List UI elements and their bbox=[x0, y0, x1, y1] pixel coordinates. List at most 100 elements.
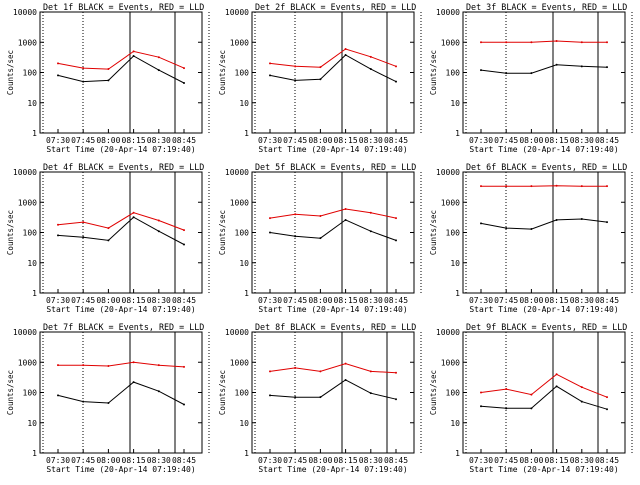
y-tick-label: 1000 bbox=[230, 38, 249, 47]
plot-frame bbox=[40, 172, 202, 293]
x-tick-label: 08:30 bbox=[147, 296, 171, 305]
series-point bbox=[158, 230, 160, 232]
x-tick-label: 08:00 bbox=[519, 136, 543, 145]
x-tick-label: 08:00 bbox=[308, 136, 332, 145]
y-tick-label: 10000 bbox=[436, 168, 460, 177]
series-point bbox=[133, 212, 135, 214]
series-point bbox=[82, 236, 84, 238]
series-point bbox=[556, 185, 558, 187]
chart-title: Det 4f BLACK = Events, RED = LLD bbox=[43, 162, 204, 172]
series-point bbox=[370, 56, 372, 58]
series-point bbox=[57, 394, 59, 396]
series-point bbox=[395, 239, 397, 241]
series-point bbox=[606, 396, 608, 398]
series-point bbox=[319, 66, 321, 68]
series-point bbox=[319, 215, 321, 217]
x-tick-label: 07:30 bbox=[46, 456, 70, 465]
chart-panel-4: Det 4f BLACK = Events, RED = LLD11010010… bbox=[6, 162, 209, 314]
x-axis-label: Start Time (20-Apr-14 07:19:40) bbox=[46, 305, 195, 314]
series-point bbox=[581, 185, 583, 187]
y-axis-label: Counts/sec bbox=[429, 50, 438, 95]
chart-panel-1: Det 1f BLACK = Events, RED = LLD11010010… bbox=[6, 2, 209, 154]
series-point bbox=[556, 385, 558, 387]
x-tick-label: 08:15 bbox=[122, 296, 146, 305]
y-tick-label: 1 bbox=[244, 129, 249, 138]
series-point bbox=[581, 65, 583, 67]
series-point bbox=[530, 407, 532, 409]
y-tick-label: 100 bbox=[446, 69, 461, 78]
x-tick-label: 08:15 bbox=[545, 136, 569, 145]
y-axis-label: Counts/sec bbox=[429, 210, 438, 255]
chart-title: Det 2f BLACK = Events, RED = LLD bbox=[255, 2, 416, 12]
plot-frame bbox=[40, 12, 202, 133]
series-point bbox=[294, 235, 296, 237]
y-tick-label: 10 bbox=[450, 99, 460, 108]
series-point bbox=[370, 392, 372, 394]
chart-title: Det 9f BLACK = Events, RED = LLD bbox=[466, 322, 627, 332]
series-point bbox=[505, 388, 507, 390]
x-tick-label: 08:15 bbox=[334, 296, 358, 305]
y-axis-label: Counts/sec bbox=[6, 50, 15, 95]
series-point bbox=[505, 41, 507, 43]
series-point bbox=[395, 217, 397, 219]
series-point bbox=[395, 81, 397, 83]
series-point bbox=[556, 64, 558, 66]
x-tick-label: 07:45 bbox=[71, 456, 95, 465]
x-tick-label: 08:30 bbox=[359, 456, 383, 465]
series-point bbox=[183, 82, 185, 84]
series-point bbox=[82, 364, 84, 366]
series-point bbox=[395, 65, 397, 67]
y-tick-label: 10000 bbox=[225, 8, 249, 17]
chart-panel-2: Det 2f BLACK = Events, RED = LLD11010010… bbox=[218, 2, 421, 154]
y-tick-label: 1000 bbox=[18, 198, 37, 207]
y-tick-label: 10000 bbox=[436, 8, 460, 17]
x-tick-label: 07:30 bbox=[258, 296, 282, 305]
x-tick-label: 07:45 bbox=[71, 136, 95, 145]
series-point bbox=[82, 221, 84, 223]
y-tick-label: 1000 bbox=[441, 358, 460, 367]
series-point bbox=[606, 408, 608, 410]
y-tick-label: 100 bbox=[23, 69, 38, 78]
x-axis-label: Start Time (20-Apr-14 07:19:40) bbox=[258, 145, 407, 154]
series-line-lld bbox=[58, 213, 184, 230]
chart-title: Det 5f BLACK = Events, RED = LLD bbox=[255, 162, 416, 172]
series-point bbox=[133, 381, 135, 383]
series-point bbox=[345, 54, 347, 56]
y-tick-label: 1 bbox=[455, 129, 460, 138]
x-tick-label: 08:15 bbox=[334, 136, 358, 145]
x-tick-label: 08:30 bbox=[570, 456, 594, 465]
y-tick-label: 10 bbox=[450, 259, 460, 268]
chart-panel-5: Det 5f BLACK = Events, RED = LLD11010010… bbox=[218, 162, 421, 314]
y-axis-label: Counts/sec bbox=[218, 210, 227, 255]
series-point bbox=[606, 41, 608, 43]
series-point bbox=[294, 396, 296, 398]
y-tick-label: 100 bbox=[446, 389, 461, 398]
x-tick-label: 08:15 bbox=[334, 456, 358, 465]
chart-panel-9: Det 9f BLACK = Events, RED = LLD11010010… bbox=[429, 322, 632, 474]
chart-title: Det 8f BLACK = Events, RED = LLD bbox=[255, 322, 416, 332]
series-point bbox=[183, 244, 185, 246]
chart-title: Det 3f BLACK = Events, RED = LLD bbox=[466, 2, 627, 12]
series-point bbox=[319, 78, 321, 80]
y-tick-label: 1000 bbox=[441, 198, 460, 207]
x-tick-label: 07:45 bbox=[283, 456, 307, 465]
x-tick-label: 07:45 bbox=[494, 136, 518, 145]
series-line-lld bbox=[270, 209, 396, 218]
y-tick-label: 10000 bbox=[225, 328, 249, 337]
series-line-lld bbox=[270, 49, 396, 67]
x-tick-label: 07:30 bbox=[469, 296, 493, 305]
x-tick-label: 07:45 bbox=[71, 296, 95, 305]
y-tick-label: 1000 bbox=[18, 38, 37, 47]
x-tick-label: 07:45 bbox=[494, 296, 518, 305]
x-tick-label: 08:00 bbox=[96, 456, 120, 465]
series-point bbox=[57, 234, 59, 236]
chart-panel-8: Det 8f BLACK = Events, RED = LLD11010010… bbox=[218, 322, 421, 474]
chart-title: Det 1f BLACK = Events, RED = LLD bbox=[43, 2, 204, 12]
plot-frame bbox=[463, 332, 625, 453]
x-tick-label: 08:45 bbox=[172, 136, 196, 145]
y-tick-label: 1000 bbox=[230, 198, 249, 207]
series-point bbox=[158, 364, 160, 366]
y-tick-label: 10 bbox=[450, 419, 460, 428]
series-point bbox=[57, 364, 59, 366]
series-point bbox=[370, 212, 372, 214]
